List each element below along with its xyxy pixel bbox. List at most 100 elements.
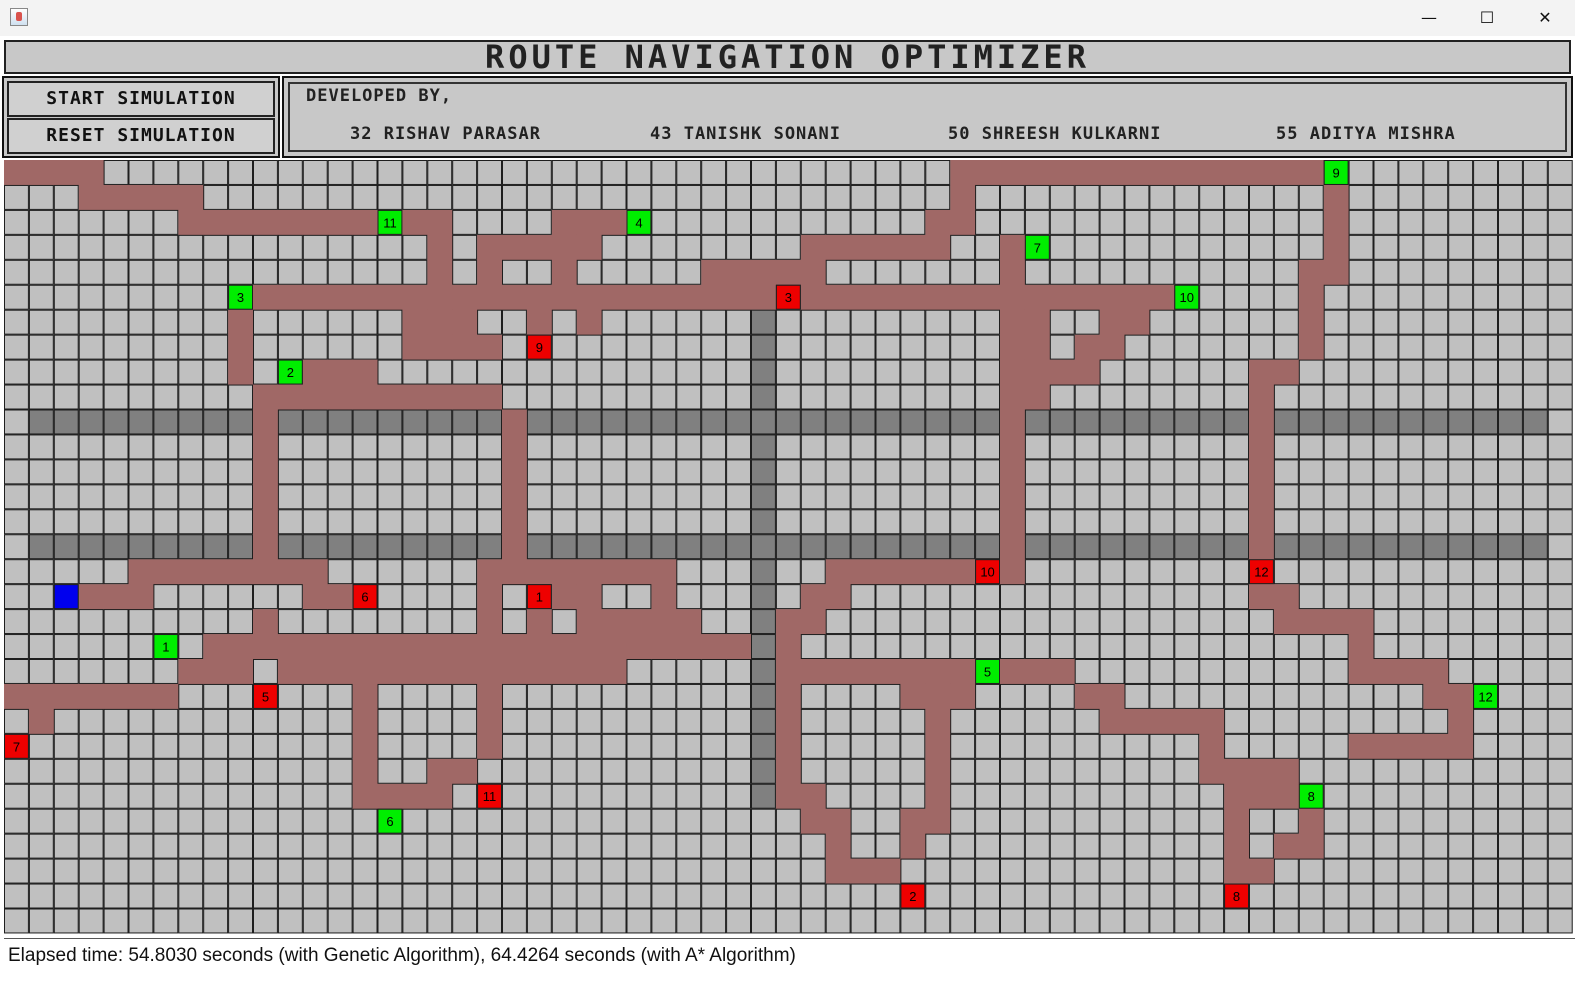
dropoff-cell[interactable] — [4, 733, 29, 759]
pickup-cell[interactable] — [1323, 160, 1349, 185]
path-cell — [78, 683, 104, 710]
pickup-cell[interactable] — [1473, 683, 1498, 709]
dropoff-cell[interactable] — [253, 683, 278, 709]
start-simulation-button[interactable]: START SIMULATION — [7, 81, 275, 117]
path-cell — [1373, 659, 1399, 685]
path-cell — [352, 284, 378, 311]
pickup-cell[interactable] — [1024, 234, 1050, 260]
dropoff-label: 2 — [909, 889, 916, 904]
path-cell — [477, 234, 503, 261]
path-cell — [551, 559, 578, 585]
path-cell — [925, 559, 951, 585]
dropoff-cell[interactable] — [352, 584, 378, 610]
road-cell — [377, 534, 403, 560]
path-cell — [1249, 509, 1275, 535]
vehicle-cell[interactable] — [53, 584, 79, 610]
city-grid[interactable]: 1 2 3 4 5 6 7 8 9 10 11 12 1 2 3 5 6 7 8 9 10 11 12 — [4, 160, 1575, 942]
road-cell — [78, 534, 104, 560]
pickup-cell[interactable] — [277, 359, 303, 385]
path-cell — [875, 234, 901, 261]
dropoff-label: 6 — [361, 590, 368, 605]
close-button[interactable]: ✕ — [1538, 8, 1552, 27]
path-cell — [775, 783, 802, 810]
road-cell — [1473, 534, 1499, 560]
path-cell — [1124, 160, 1150, 186]
path-cell — [427, 209, 453, 236]
path-cell — [277, 209, 304, 236]
path-cell — [1423, 733, 1449, 760]
path-cell — [576, 234, 602, 261]
path-cell — [128, 559, 154, 585]
path-cell — [427, 309, 453, 336]
path-cell — [1000, 559, 1026, 585]
path-cell — [228, 659, 254, 685]
path-cell — [253, 384, 279, 410]
path-cell — [601, 559, 627, 585]
path-cell — [850, 284, 876, 311]
dropoff-cell[interactable] — [477, 783, 503, 809]
pickup-cell[interactable] — [975, 659, 1000, 684]
dropoff-cell[interactable] — [775, 284, 801, 310]
grid-lines — [4, 160, 1573, 934]
road-cell — [751, 534, 777, 560]
reset-simulation-button[interactable]: RESET SIMULATION — [7, 118, 275, 154]
path-cell — [253, 509, 279, 535]
path-cell — [1074, 160, 1100, 186]
pickup-cell[interactable] — [153, 634, 179, 659]
dropoff-cell[interactable] — [975, 559, 1000, 585]
pickup-cell[interactable] — [626, 209, 652, 235]
path-cell — [253, 459, 279, 485]
pickup-cell[interactable] — [1174, 284, 1200, 310]
path-cell — [178, 184, 204, 211]
path-cell — [1273, 833, 1300, 859]
path-cell — [402, 309, 428, 336]
path-cell — [925, 659, 951, 685]
path-cell — [1199, 708, 1225, 735]
path-cell — [1348, 733, 1374, 760]
path-cell — [676, 634, 702, 660]
dropoff-cell[interactable] — [1224, 883, 1249, 909]
path-cell — [1273, 783, 1300, 810]
path-cell — [1049, 160, 1076, 186]
path-cell — [1249, 758, 1275, 785]
path-cell — [327, 659, 353, 685]
path-cell — [377, 634, 403, 660]
path-cell — [701, 284, 727, 311]
dropoff-label: 10 — [980, 565, 994, 580]
dropoff-cell[interactable] — [1249, 559, 1274, 585]
path-cell — [950, 683, 976, 710]
dropoff-cell[interactable] — [526, 334, 552, 360]
path-cell — [551, 234, 578, 261]
path-cell — [502, 534, 528, 560]
path-cell — [775, 634, 802, 660]
pickup-cell[interactable] — [228, 284, 254, 310]
road-cell — [800, 534, 827, 560]
pickup-cell[interactable] — [1298, 783, 1324, 809]
pickup-cell[interactable] — [377, 209, 403, 235]
path-cell — [875, 559, 901, 585]
path-cell — [1249, 384, 1275, 410]
path-cell — [1024, 334, 1051, 360]
developer-name: 43 TANISHK SONANI — [650, 124, 841, 144]
road-cell — [427, 534, 453, 560]
path-cell — [1298, 808, 1325, 835]
road-cell — [576, 409, 602, 435]
road-cell — [128, 534, 154, 560]
road-cell — [1174, 409, 1200, 435]
path-cell — [253, 634, 279, 660]
path-cell — [502, 509, 528, 535]
pickup-cell[interactable] — [377, 808, 403, 834]
path-cell — [1199, 160, 1225, 186]
minimize-button[interactable]: — — [1421, 8, 1437, 27]
maximize-button[interactable]: ☐ — [1479, 8, 1495, 27]
dropoff-cell[interactable] — [526, 584, 552, 610]
path-cell — [825, 808, 851, 835]
dropoff-cell[interactable] — [900, 883, 926, 909]
path-cell — [352, 384, 378, 410]
path-cell — [1224, 783, 1250, 810]
road-cell — [1298, 409, 1325, 435]
road-cell — [751, 659, 777, 685]
path-cell — [576, 209, 602, 236]
path-cell — [477, 733, 503, 760]
